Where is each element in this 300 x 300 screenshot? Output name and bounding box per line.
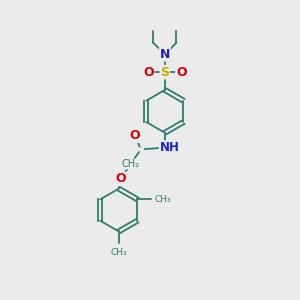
Text: CH₂: CH₂ [122,159,140,169]
Text: CH₃: CH₃ [110,248,127,257]
Text: CH₃: CH₃ [154,195,171,204]
Text: NH: NH [159,141,179,154]
Text: O: O [176,66,187,79]
Text: O: O [115,172,126,185]
Text: O: O [143,66,154,79]
Text: O: O [130,129,140,142]
Text: S: S [160,66,169,79]
Text: N: N [160,48,170,61]
